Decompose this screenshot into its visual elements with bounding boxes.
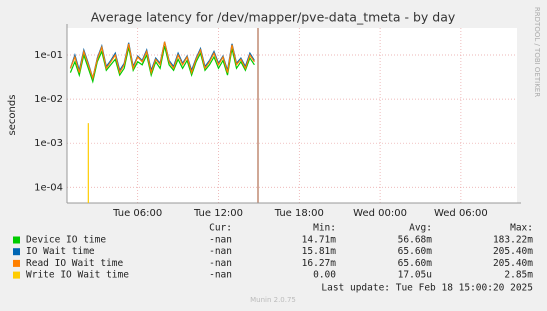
legend-label: Write IO Wait time <box>26 270 129 281</box>
summary-value: 14.71m <box>302 235 337 246</box>
data-line <box>69 45 255 84</box>
legend-swatch <box>13 259 20 267</box>
y-axis-label: seconds <box>7 95 18 136</box>
summary-value: 17.05u <box>398 270 432 281</box>
y-tick-label: 1e-04 <box>34 182 63 193</box>
summary-value: 2.85m <box>504 270 533 281</box>
y-tick-label: 1e-03 <box>34 138 63 149</box>
x-tick-label: Tue 12:00 <box>193 208 243 219</box>
legend-swatch <box>13 248 20 256</box>
legend-label: Device IO time <box>26 235 106 246</box>
summary-value: 15.81m <box>302 246 337 257</box>
side-text: RRDTOOL / TOBI OETIKER <box>533 7 541 97</box>
legend-label: IO Wait time <box>26 246 95 257</box>
plot-area <box>67 28 517 203</box>
summary-value: 183.22m <box>493 235 533 246</box>
summary-value: 65.60m <box>398 258 433 269</box>
summary-header: Cur: <box>209 223 232 234</box>
x-tick-label: Tue 18:00 <box>274 208 324 219</box>
summary-value: -nan <box>209 235 232 246</box>
summary-header: Max: <box>510 223 533 234</box>
summary-value: 65.60m <box>398 246 433 257</box>
summary-header: Min: <box>313 223 336 234</box>
summary-value: 56.68m <box>398 235 433 246</box>
y-tick-label: 1e-01 <box>34 50 63 61</box>
chart-title: Average latency for /dev/mapper/pve-data… <box>91 10 456 25</box>
summary-value: 0.00 <box>313 270 336 281</box>
y-tick-label: 1e-02 <box>34 94 63 105</box>
summary-value: 205.40m <box>493 258 533 269</box>
summary-value: -nan <box>209 258 232 269</box>
last-update: Last update: Tue Feb 18 15:00:20 2025 <box>321 283 533 294</box>
summary-value: 16.27m <box>302 258 337 269</box>
legend-swatch <box>13 236 20 244</box>
data-line <box>69 41 255 81</box>
legend-label: Read IO Wait time <box>26 258 124 269</box>
x-tick-label: Wed 06:00 <box>434 208 488 219</box>
summary-value: -nan <box>209 246 232 257</box>
summary-value: -nan <box>209 270 232 281</box>
x-tick-label: Tue 06:00 <box>112 208 162 219</box>
footer: Munin 2.0.75 <box>250 296 296 304</box>
x-tick-label: Wed 00:00 <box>353 208 407 219</box>
legend-swatch <box>13 271 20 279</box>
summary-value: 205.40m <box>493 246 533 257</box>
summary-header: Avg: <box>409 223 432 234</box>
